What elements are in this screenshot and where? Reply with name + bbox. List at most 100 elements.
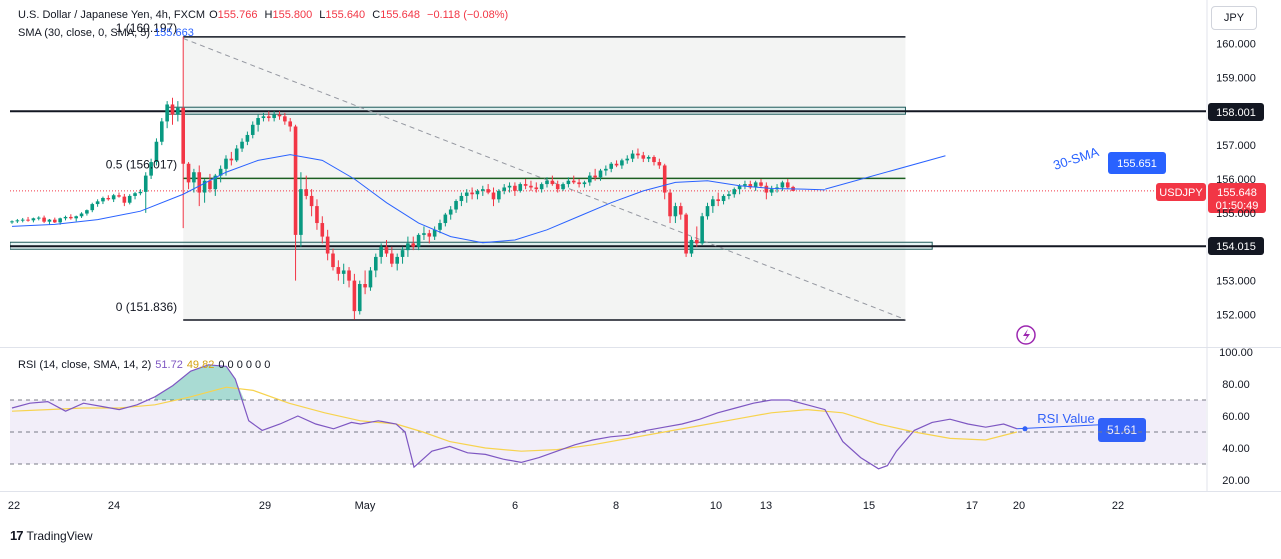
high-label: H — [264, 9, 273, 21]
candle-body — [588, 175, 592, 183]
price-tag-countdown: 01:50:49 — [1216, 200, 1259, 212]
candle-body — [106, 197, 111, 200]
price-tick-label: 152.000 — [1216, 310, 1256, 322]
candle-body — [662, 165, 667, 193]
candle-body — [117, 195, 121, 197]
rsi-ma-value: 49.82 — [186, 359, 215, 371]
rsi-value: 51.72 — [155, 359, 183, 371]
fib-level-0-label: 0 (151.836) — [116, 300, 177, 314]
price-tick-label: 156.000 — [1216, 174, 1256, 186]
candle-body — [299, 189, 303, 235]
time-tick-label: May — [355, 500, 376, 512]
candle-body — [288, 121, 292, 127]
candle-body — [491, 192, 496, 200]
close-label: C — [372, 9, 381, 21]
candle-body — [160, 121, 164, 142]
candle-body — [636, 153, 640, 156]
candle-body — [513, 185, 517, 191]
candle-body — [545, 180, 549, 185]
candle-body — [475, 190, 480, 195]
candle-body — [411, 243, 416, 247]
candle-body — [63, 216, 68, 219]
candle-body — [727, 194, 731, 196]
candle-body — [149, 162, 153, 176]
candle-body — [213, 175, 218, 190]
candle-body — [138, 191, 143, 194]
candle-body — [90, 204, 95, 211]
candle-body — [448, 209, 453, 215]
candle-body — [208, 180, 212, 190]
level-158-tag-bg — [1208, 103, 1264, 121]
candle-body — [507, 185, 512, 188]
sma-annotation-label: 30-SMA — [1051, 144, 1101, 173]
candle-body — [673, 206, 678, 217]
candle-body — [336, 267, 341, 274]
candle-body — [593, 175, 597, 178]
sma-value: 155.663 — [154, 27, 194, 39]
candle-body — [582, 182, 587, 185]
time-tick-label: 17 — [966, 500, 978, 512]
time-tick-label: 13 — [760, 500, 772, 512]
candle-body — [315, 206, 319, 224]
candle-body — [176, 107, 180, 115]
candle-body — [69, 216, 73, 219]
candle-body — [502, 187, 506, 191]
sma-legend: SMA (30, close, 0, SMA, 5) 155.663 — [18, 27, 198, 39]
candle-body — [20, 219, 25, 221]
candle-body — [630, 153, 635, 159]
candle-body — [250, 124, 255, 135]
candle-body — [432, 229, 437, 237]
currency-button[interactable]: JPY — [1211, 6, 1257, 30]
change-value: −0.118 (−0.08%) — [427, 9, 509, 21]
candle-body — [53, 219, 57, 223]
candle-body — [31, 218, 36, 221]
candle-body — [566, 180, 571, 185]
fib-level-1-label: 1 (160.197) — [116, 21, 177, 35]
candle-body — [143, 175, 148, 192]
low-value: 155.640 — [325, 9, 366, 21]
candle-body — [352, 280, 357, 312]
tradingview-branding[interactable]: 17 TradingView — [10, 528, 93, 543]
candle-body — [518, 184, 523, 191]
candle-body — [122, 196, 127, 203]
sma-projection-line — [825, 155, 946, 190]
candle-body — [534, 187, 539, 190]
candle-body — [10, 221, 14, 223]
candle-body — [400, 250, 405, 257]
candle-body — [325, 236, 330, 254]
price-tick-label: 157.000 — [1216, 140, 1256, 152]
candle-body — [459, 195, 464, 202]
low-label: L — [319, 9, 326, 21]
candle-body — [395, 256, 399, 264]
rsi-value-tag: 51.61 — [1107, 423, 1137, 437]
candle-body — [15, 220, 20, 222]
candle-body — [58, 218, 62, 223]
candle-body — [646, 156, 651, 159]
candle-body — [357, 284, 362, 312]
candle-body — [390, 253, 394, 264]
candle-body — [85, 210, 89, 214]
rsi-callout-dot — [1022, 426, 1028, 432]
candle-body — [234, 148, 239, 161]
candle-body — [165, 104, 169, 122]
candle-body — [95, 201, 100, 205]
candle-body — [769, 189, 774, 193]
candle-body — [609, 163, 613, 169]
candle-body — [689, 239, 694, 254]
candle-body — [577, 182, 581, 185]
candle-body — [652, 156, 656, 163]
candle-body — [384, 246, 389, 254]
candle-body — [743, 184, 747, 186]
lightning-icon[interactable] — [1016, 325, 1036, 345]
sma-value-tag: 155.651 — [1117, 158, 1157, 170]
rsi-annotation-label: RSI Value — [1037, 411, 1095, 426]
candle-body — [641, 155, 646, 159]
price-tick-label: 159.000 — [1216, 72, 1256, 84]
candle-body — [486, 189, 490, 193]
price-tick-label: 155.000 — [1216, 208, 1256, 220]
candle-body — [695, 239, 699, 244]
candle-body — [320, 223, 325, 237]
branding-label: TradingView — [26, 528, 93, 543]
